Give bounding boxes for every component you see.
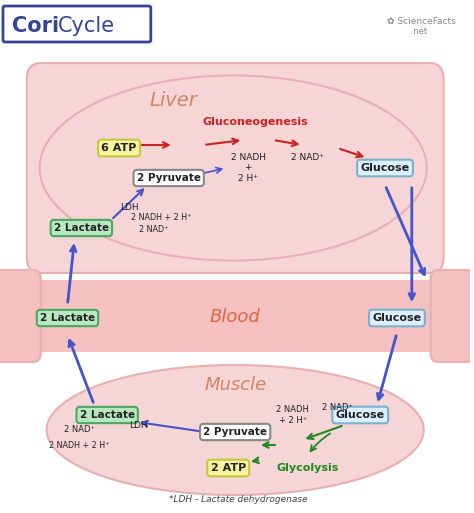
Text: Liver: Liver xyxy=(150,90,198,109)
Text: 2 NAD⁺: 2 NAD⁺ xyxy=(291,153,324,163)
Text: 2 NADH
+
2 H⁺: 2 NADH + 2 H⁺ xyxy=(230,153,265,183)
FancyBboxPatch shape xyxy=(27,63,444,273)
Ellipse shape xyxy=(46,365,424,495)
Text: Glucose: Glucose xyxy=(360,163,410,173)
Text: Cori: Cori xyxy=(12,16,59,36)
Text: 2 NADH + 2 H⁺: 2 NADH + 2 H⁺ xyxy=(49,441,109,449)
Text: 2 Pyruvate: 2 Pyruvate xyxy=(137,173,201,183)
Text: 6 ATP: 6 ATP xyxy=(101,143,137,153)
Text: Glycolysis: Glycolysis xyxy=(276,463,339,473)
Text: ✿ ScienceFacts: ✿ ScienceFacts xyxy=(387,17,456,27)
Text: Blood: Blood xyxy=(210,308,261,326)
Text: 2 NADH + 2 H⁺: 2 NADH + 2 H⁺ xyxy=(130,213,191,223)
Text: 2 Lactate: 2 Lactate xyxy=(40,313,95,323)
Text: 2 Lactate: 2 Lactate xyxy=(80,410,135,420)
FancyBboxPatch shape xyxy=(0,280,470,352)
Text: Cycle: Cycle xyxy=(57,16,115,36)
FancyBboxPatch shape xyxy=(0,270,41,362)
Text: .net: .net xyxy=(387,28,427,36)
Text: LDH: LDH xyxy=(120,204,138,212)
Text: 2 ATP: 2 ATP xyxy=(210,463,246,473)
FancyBboxPatch shape xyxy=(431,270,474,362)
Text: Muscle: Muscle xyxy=(204,376,266,394)
Text: Gluconeogenesis: Gluconeogenesis xyxy=(202,117,308,127)
Text: 2 NAD⁺: 2 NAD⁺ xyxy=(64,425,95,435)
Text: LDH: LDH xyxy=(129,421,148,429)
Text: 2 NAD⁺: 2 NAD⁺ xyxy=(322,404,353,412)
Ellipse shape xyxy=(40,75,427,261)
Text: Glucose: Glucose xyxy=(336,410,385,420)
Text: 2 NAD⁺: 2 NAD⁺ xyxy=(139,226,168,234)
FancyBboxPatch shape xyxy=(3,6,151,42)
Bar xyxy=(0,280,470,352)
Text: *LDH - Lactate dehydrogenase: *LDH - Lactate dehydrogenase xyxy=(169,496,308,504)
Text: 2 NADH
+ 2 H⁺: 2 NADH + 2 H⁺ xyxy=(276,405,309,425)
Text: Glucose: Glucose xyxy=(373,313,421,323)
Text: 2 Lactate: 2 Lactate xyxy=(54,223,109,233)
Text: 2 Pyruvate: 2 Pyruvate xyxy=(203,427,267,437)
